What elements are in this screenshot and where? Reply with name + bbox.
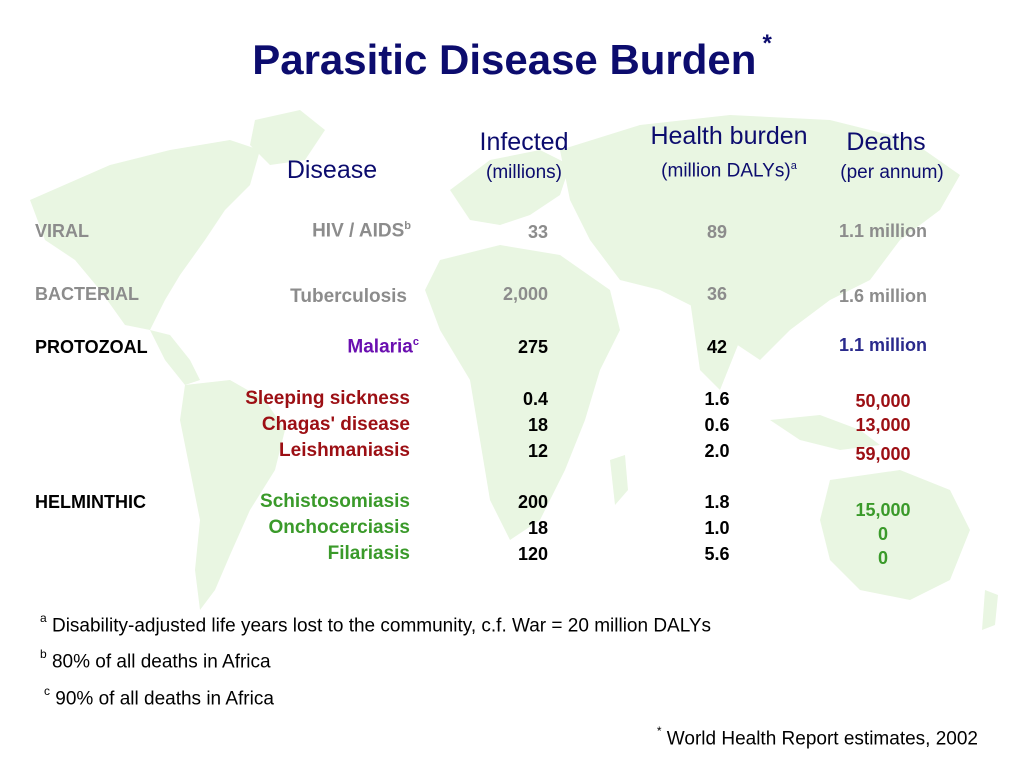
deaths-value: 50,000 [855, 391, 911, 411]
disease-schistosomiasis: Schistosomiasis [260, 491, 410, 512]
infected-value: 200 [517, 492, 548, 512]
disease-sleeping-sickness: Sleeping sickness [245, 388, 410, 409]
footnote-a: a Disability-adjusted life years lost to… [40, 611, 712, 637]
disease-malaria: Malariac [347, 336, 419, 358]
dalys-value: 5.6 [704, 544, 730, 564]
header-disease: Disease [286, 156, 378, 184]
footnote-c-text: 90% of all deaths in Africa [55, 688, 274, 710]
deaths-value: 13,000 [855, 415, 911, 435]
source-note: * World Health Report estimates, 2002 [656, 724, 978, 750]
infected-value: 0.4 [522, 389, 548, 409]
footnote-b-mark: b [40, 647, 47, 661]
header-health-unit-text: (million DALYs) [661, 160, 791, 182]
header-infected: Infected [479, 128, 569, 156]
dalys-value: 42 [706, 337, 728, 357]
header-health-burden-unit: (million DALYs)a [619, 160, 839, 182]
footnote-a-text: Disability-adjusted life years lost to t… [51, 615, 712, 637]
source-text: World Health Report estimates, 2002 [666, 728, 978, 750]
disease-tuberculosis: Tuberculosis [290, 286, 407, 307]
header-deaths: Deaths [846, 128, 926, 156]
deaths-value: 0 [877, 548, 888, 568]
source-mark: * [656, 724, 662, 738]
disease-label: Malaria [347, 336, 413, 358]
infected-value: 275 [517, 337, 548, 357]
dalys-value: 1.6 [704, 389, 730, 409]
deaths-value: 59,000 [855, 444, 911, 464]
disease-label: HIV / AIDS [312, 220, 405, 242]
category-bacterial: BACTERIAL [35, 284, 139, 304]
footnote-a-mark: a [40, 611, 47, 625]
footnote-c-mark-ref: c [412, 336, 419, 348]
category-helminthic: HELMINTHIC [35, 492, 146, 512]
infected-value: 33 [527, 222, 548, 242]
infected-value: 120 [517, 544, 548, 564]
deaths-value: 1.1 million [838, 221, 928, 241]
disease-filariasis: Filariasis [327, 543, 410, 564]
infected-value: 2,000 [502, 284, 548, 304]
dalys-value: 36 [706, 284, 728, 304]
dalys-value: 1.0 [704, 518, 730, 538]
disease-hiv-aids: HIV / AIDSb [312, 220, 411, 242]
disease-onchocerciasis: Onchocerciasis [268, 517, 410, 538]
title-footnote-mark: * [762, 30, 772, 57]
deaths-value: 1.1 million [838, 335, 928, 355]
infected-value: 18 [527, 415, 548, 435]
category-protozoal: PROTOZOAL [35, 337, 148, 357]
title-text: Parasitic Disease Burden [252, 36, 757, 83]
footnote-b-mark-ref: b [404, 220, 411, 232]
footnote-c: c 90% of all deaths in Africa [44, 684, 274, 710]
category-viral: VIRAL [35, 221, 89, 241]
footnote-b: b 80% of all deaths in Africa [40, 647, 271, 673]
dalys-value: 2.0 [704, 441, 730, 461]
infected-value: 18 [527, 518, 548, 538]
footnote-c-mark: c [44, 684, 50, 698]
footnote-a-mark-ref: a [790, 160, 797, 172]
page-title: Parasitic Disease Burden * [0, 30, 1024, 84]
dalys-value: 0.6 [704, 415, 730, 435]
footnote-b-text: 80% of all deaths in Africa [51, 651, 271, 673]
infected-value: 12 [527, 441, 548, 461]
header-health-burden: Health burden [650, 122, 808, 150]
dalys-value: 89 [706, 222, 728, 242]
disease-chagas: Chagas' disease [261, 414, 410, 435]
header-infected-unit: (millions) [486, 162, 562, 183]
header-deaths-unit: (per annum) [840, 162, 944, 183]
deaths-value: 15,000 [855, 500, 911, 520]
dalys-value: 1.8 [704, 492, 730, 512]
disease-leishmaniasis: Leishmaniasis [279, 440, 410, 461]
deaths-value: 1.6 million [838, 286, 928, 306]
deaths-value: 0 [877, 524, 888, 544]
